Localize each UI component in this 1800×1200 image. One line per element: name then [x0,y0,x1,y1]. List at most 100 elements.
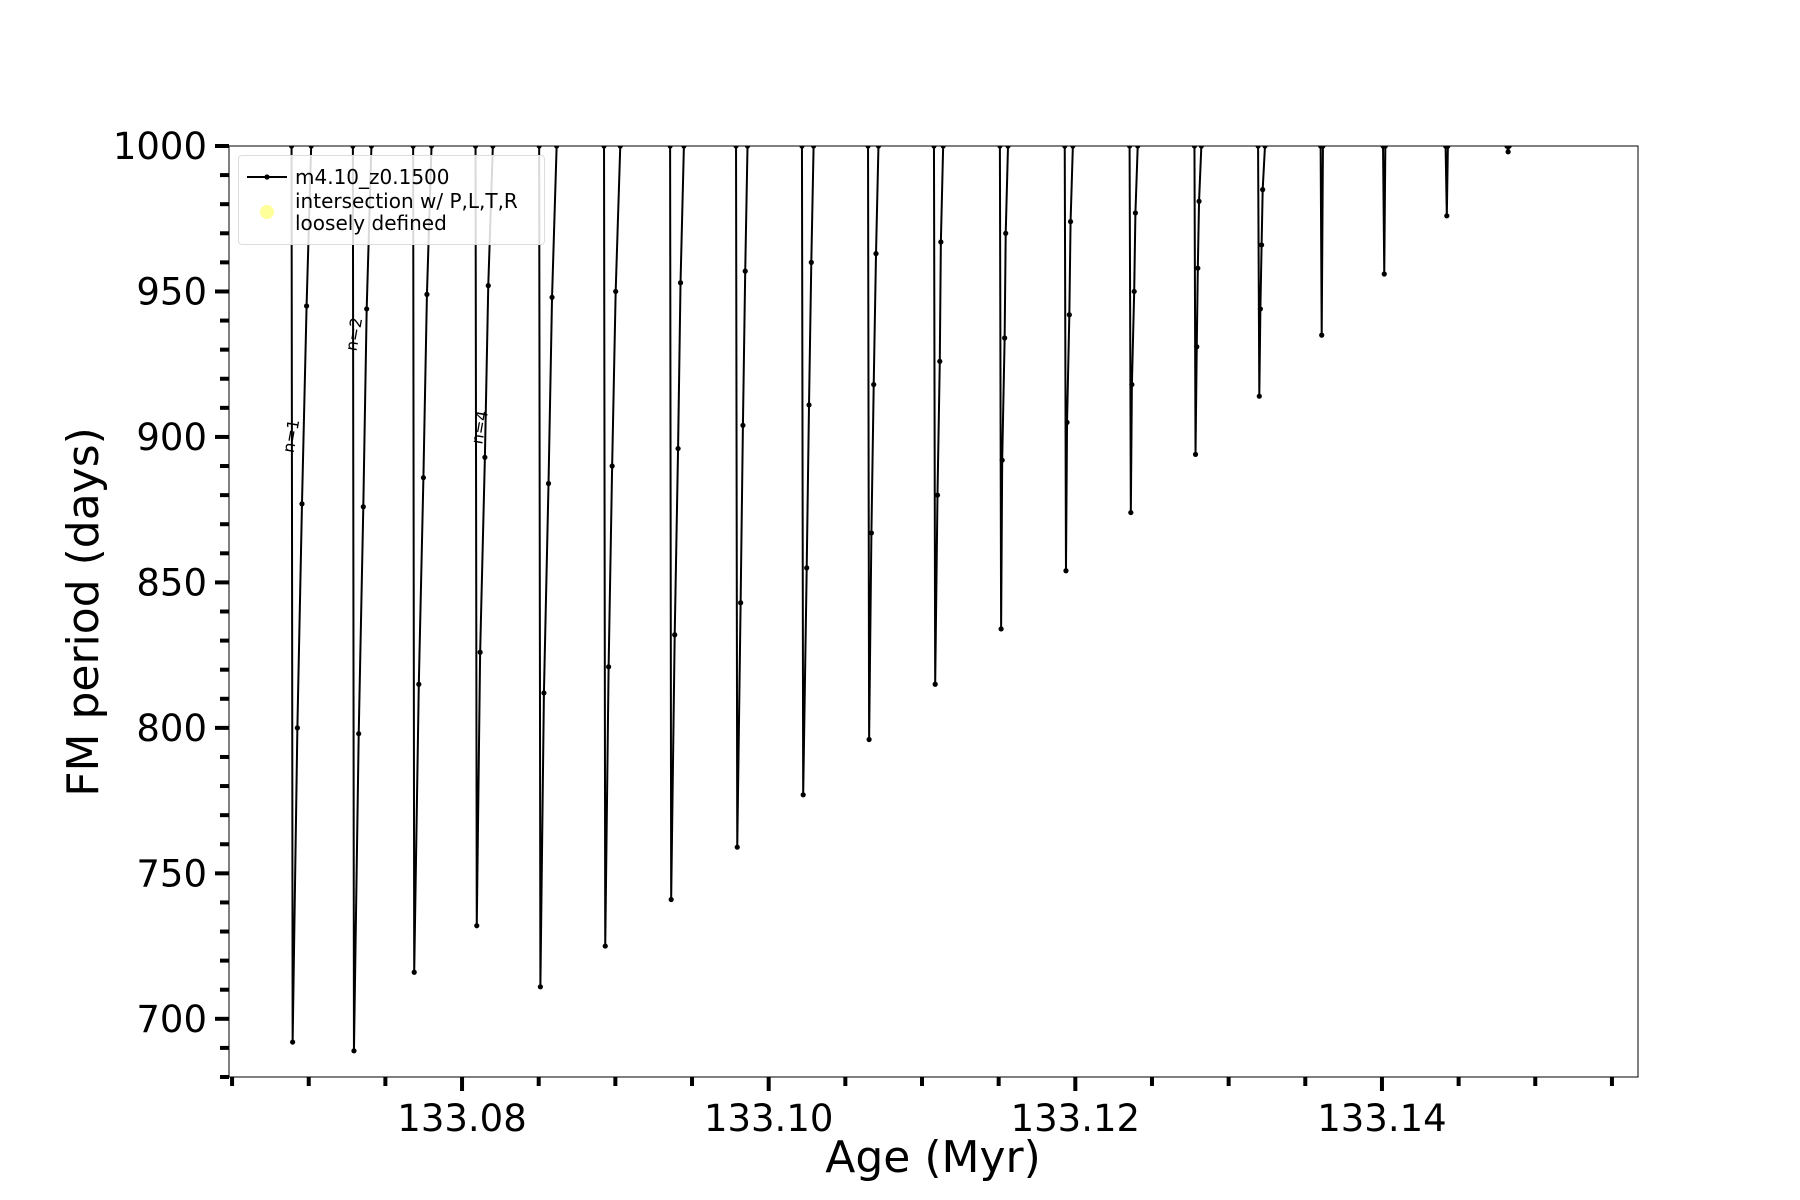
series-marker [875,146,882,149]
annotation: n=1 [279,418,304,455]
plot-area [288,146,1512,1054]
series-marker [1445,146,1451,149]
series-marker [1005,146,1011,149]
series-marker [871,381,877,388]
series-marker [416,681,422,687]
x-tick-label: 133.10 [704,1097,833,1140]
legend-label: intersection w/ P,L,T,R loosely defined [295,189,518,235]
series-marker [308,146,314,149]
series-marker [1062,146,1068,149]
series-marker [482,454,488,460]
series-marker [1126,146,1133,149]
series-marker [1194,344,1200,350]
series-marker [873,251,879,257]
series-marker [937,358,943,364]
series-marker [290,1039,296,1045]
legend-entry: intersection w/ P,L,T,R loosely defined [239,190,544,234]
y-tick-label: 900 [136,416,207,459]
series-marker [424,291,430,297]
series-marker [536,146,542,149]
legend-entry: m4.10_z0.1500 [239,166,544,188]
y-tick-label: 1000 [113,125,207,168]
series-marker [1319,332,1325,338]
series-marker [1262,146,1268,149]
series-marker [733,146,739,149]
series-marker [1128,509,1134,516]
series-marker [294,725,300,731]
series-marker [1259,242,1265,248]
series-marker [368,146,375,149]
series-marker [934,492,941,498]
series-marker [1131,288,1137,295]
series-marker [806,402,812,408]
series-marker [998,626,1004,632]
series-marker [1129,381,1135,388]
series-marker [1135,146,1141,149]
annotation: n=4 [467,409,492,446]
series-marker [742,268,748,274]
x-axis-label: Age (Myr) [825,1132,1041,1183]
legend-swatch [247,174,287,180]
series-marker [364,306,370,312]
series-marker [738,600,744,606]
series-marker [545,480,552,487]
series-marker [1063,568,1069,574]
series-marker [477,649,483,655]
series-marker [740,422,746,428]
series-marker [420,475,427,481]
series-marker [800,792,806,798]
series-marker [1506,146,1512,149]
series-marker [672,632,678,638]
y-tick-label: 800 [136,707,207,750]
series-marker [410,146,416,149]
series-marker [811,146,817,149]
series-marker [1070,146,1076,149]
series-marker [428,146,435,149]
series-marker [613,288,619,295]
legend: m4.10_z0.1500 intersection w/ P,L,T,R loo… [238,155,545,245]
series-marker [1195,265,1201,271]
y-tick-label: 750 [136,852,207,895]
y-tick-label: 700 [136,998,207,1041]
series-marker [602,943,608,949]
series-marker [808,259,814,265]
series-marker [1255,146,1261,149]
series-marker [675,445,681,452]
series-marker [999,457,1005,463]
y-axis-label: FM period (days) [58,427,109,797]
series-marker [490,146,496,149]
legend-key [239,167,295,187]
series-marker [1257,306,1263,312]
legend-label: m4.10_z0.1500 [295,165,450,189]
series-marker [677,280,684,286]
series-marker [609,463,615,469]
series-marker [537,984,543,990]
series-marker [601,146,607,149]
series-marker [549,294,555,300]
series-marker [356,731,362,737]
series-marker [940,146,946,149]
annotation: n=2 [342,316,367,353]
x-tick-label: 133.08 [397,1097,526,1140]
series-marker [541,690,547,696]
series-marker [865,146,871,149]
series-marker [668,896,674,903]
series-marker [1198,146,1204,149]
series-marker [866,736,872,743]
series-marker [997,146,1003,149]
series-marker [931,146,937,149]
series-marker [804,565,810,571]
series-marker [617,146,623,149]
series-marker [799,146,805,149]
series-marker [474,923,480,929]
series-marker [351,1048,357,1054]
series-marker [932,681,938,687]
series-line [290,146,1511,1051]
series-marker [1066,312,1072,318]
series-marker [554,146,560,149]
series-marker [681,146,687,149]
series-marker [1444,213,1450,219]
series-marker [1505,149,1511,155]
series-marker [1196,198,1202,204]
series-marker [868,530,875,536]
